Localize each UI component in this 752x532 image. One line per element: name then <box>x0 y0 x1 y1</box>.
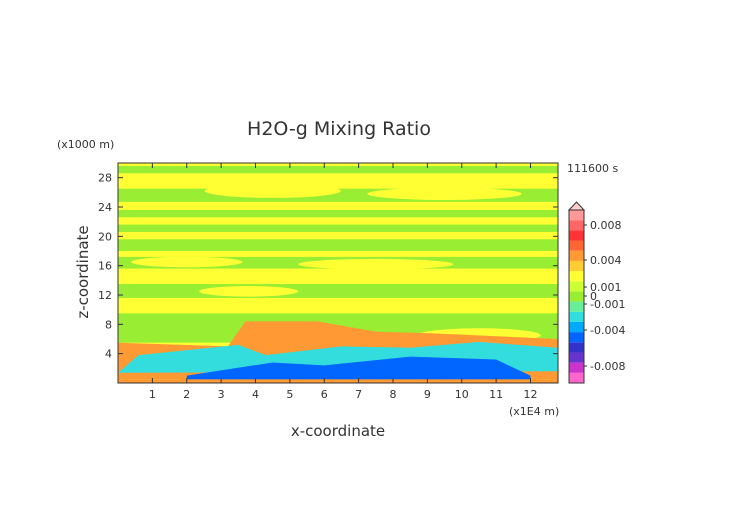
chart-title: H2O-g Mixing Ratio <box>247 118 431 140</box>
colorbar-swatch <box>569 362 584 373</box>
x-tick-label: 11 <box>489 388 503 401</box>
x-tick-label: 12 <box>524 388 538 401</box>
colorbar-swatch <box>569 291 584 302</box>
x-tick-label: 9 <box>424 388 431 401</box>
colorbar-swatch <box>569 230 584 241</box>
field-band <box>118 165 558 174</box>
field-band <box>118 284 558 298</box>
x-tick-label: 5 <box>286 388 293 401</box>
colorbar-swatch <box>569 260 584 272</box>
time-label: 111600 s <box>567 162 618 175</box>
colorbar-swatch <box>569 321 584 333</box>
x-tick-label: 1 <box>149 388 156 401</box>
colorbar-swatch <box>569 271 584 282</box>
field-surface-positive <box>118 379 558 383</box>
colorbar-swatch <box>569 372 584 383</box>
colorbar-swatch <box>569 342 584 353</box>
colorbar-swatch <box>569 250 584 261</box>
heatmap-field <box>118 163 558 383</box>
x-tick-label: 7 <box>355 388 362 401</box>
colorbar-swatch <box>569 311 584 322</box>
colorbar-swatch <box>569 301 584 312</box>
field-band <box>118 209 558 218</box>
plot-frame <box>117 162 559 384</box>
field-band <box>118 239 558 251</box>
y-tick-label: 20 <box>98 230 112 243</box>
field-surface-negative <box>186 356 531 383</box>
colorbar-label: 0.004 <box>590 254 622 267</box>
colorbar-swatch <box>569 352 584 363</box>
field-island <box>367 187 522 200</box>
y-axis-title: z-coordinate <box>74 225 92 318</box>
y-tick-label: 8 <box>105 318 112 331</box>
y-unit-label: (x1000 m) <box>57 138 114 151</box>
y-tick-label: 16 <box>98 260 112 273</box>
x-tick-label: 10 <box>455 388 469 401</box>
field-island <box>199 286 299 297</box>
colorbar-label: -0.001 <box>590 298 625 311</box>
colorbar-swatch <box>569 281 584 292</box>
y-tick-label: 24 <box>98 201 112 214</box>
x-tick-label: 4 <box>252 388 259 401</box>
colorbar-label: 0 <box>590 290 597 303</box>
x-unit-label: (x1E4 m) <box>509 405 559 418</box>
colorbar-swatch <box>569 332 584 343</box>
y-tick-label: 12 <box>98 289 112 302</box>
colorbar-arrow <box>567 201 586 211</box>
x-axis: 1 2 3 4 5 6 7 8 9 10 11 12 <box>149 163 538 401</box>
colorbar-label: 0.001 <box>590 281 622 294</box>
colorbar-label: -0.004 <box>590 324 625 337</box>
x-axis-title: x-coordinate <box>291 422 385 440</box>
colorbar-swatch <box>569 210 584 221</box>
field-island <box>204 183 341 198</box>
x-tick-label: 6 <box>321 388 328 401</box>
field-island <box>131 256 243 268</box>
colorbar-label: 0.008 <box>590 219 622 232</box>
x-tick-label: 2 <box>183 388 190 401</box>
x-tick-label: 8 <box>390 388 397 401</box>
colorbar-label: -0.008 <box>590 360 625 373</box>
colorbar-swatch <box>569 240 584 251</box>
y-tick-label: 4 <box>105 348 112 361</box>
colorbar-swatch <box>569 220 584 231</box>
field-band <box>118 224 558 232</box>
x-tick-label: 3 <box>218 388 225 401</box>
y-tick-label: 28 <box>98 172 112 185</box>
y-axis: 4 8 12 16 20 24 28 <box>98 172 558 361</box>
field-island <box>298 258 454 270</box>
